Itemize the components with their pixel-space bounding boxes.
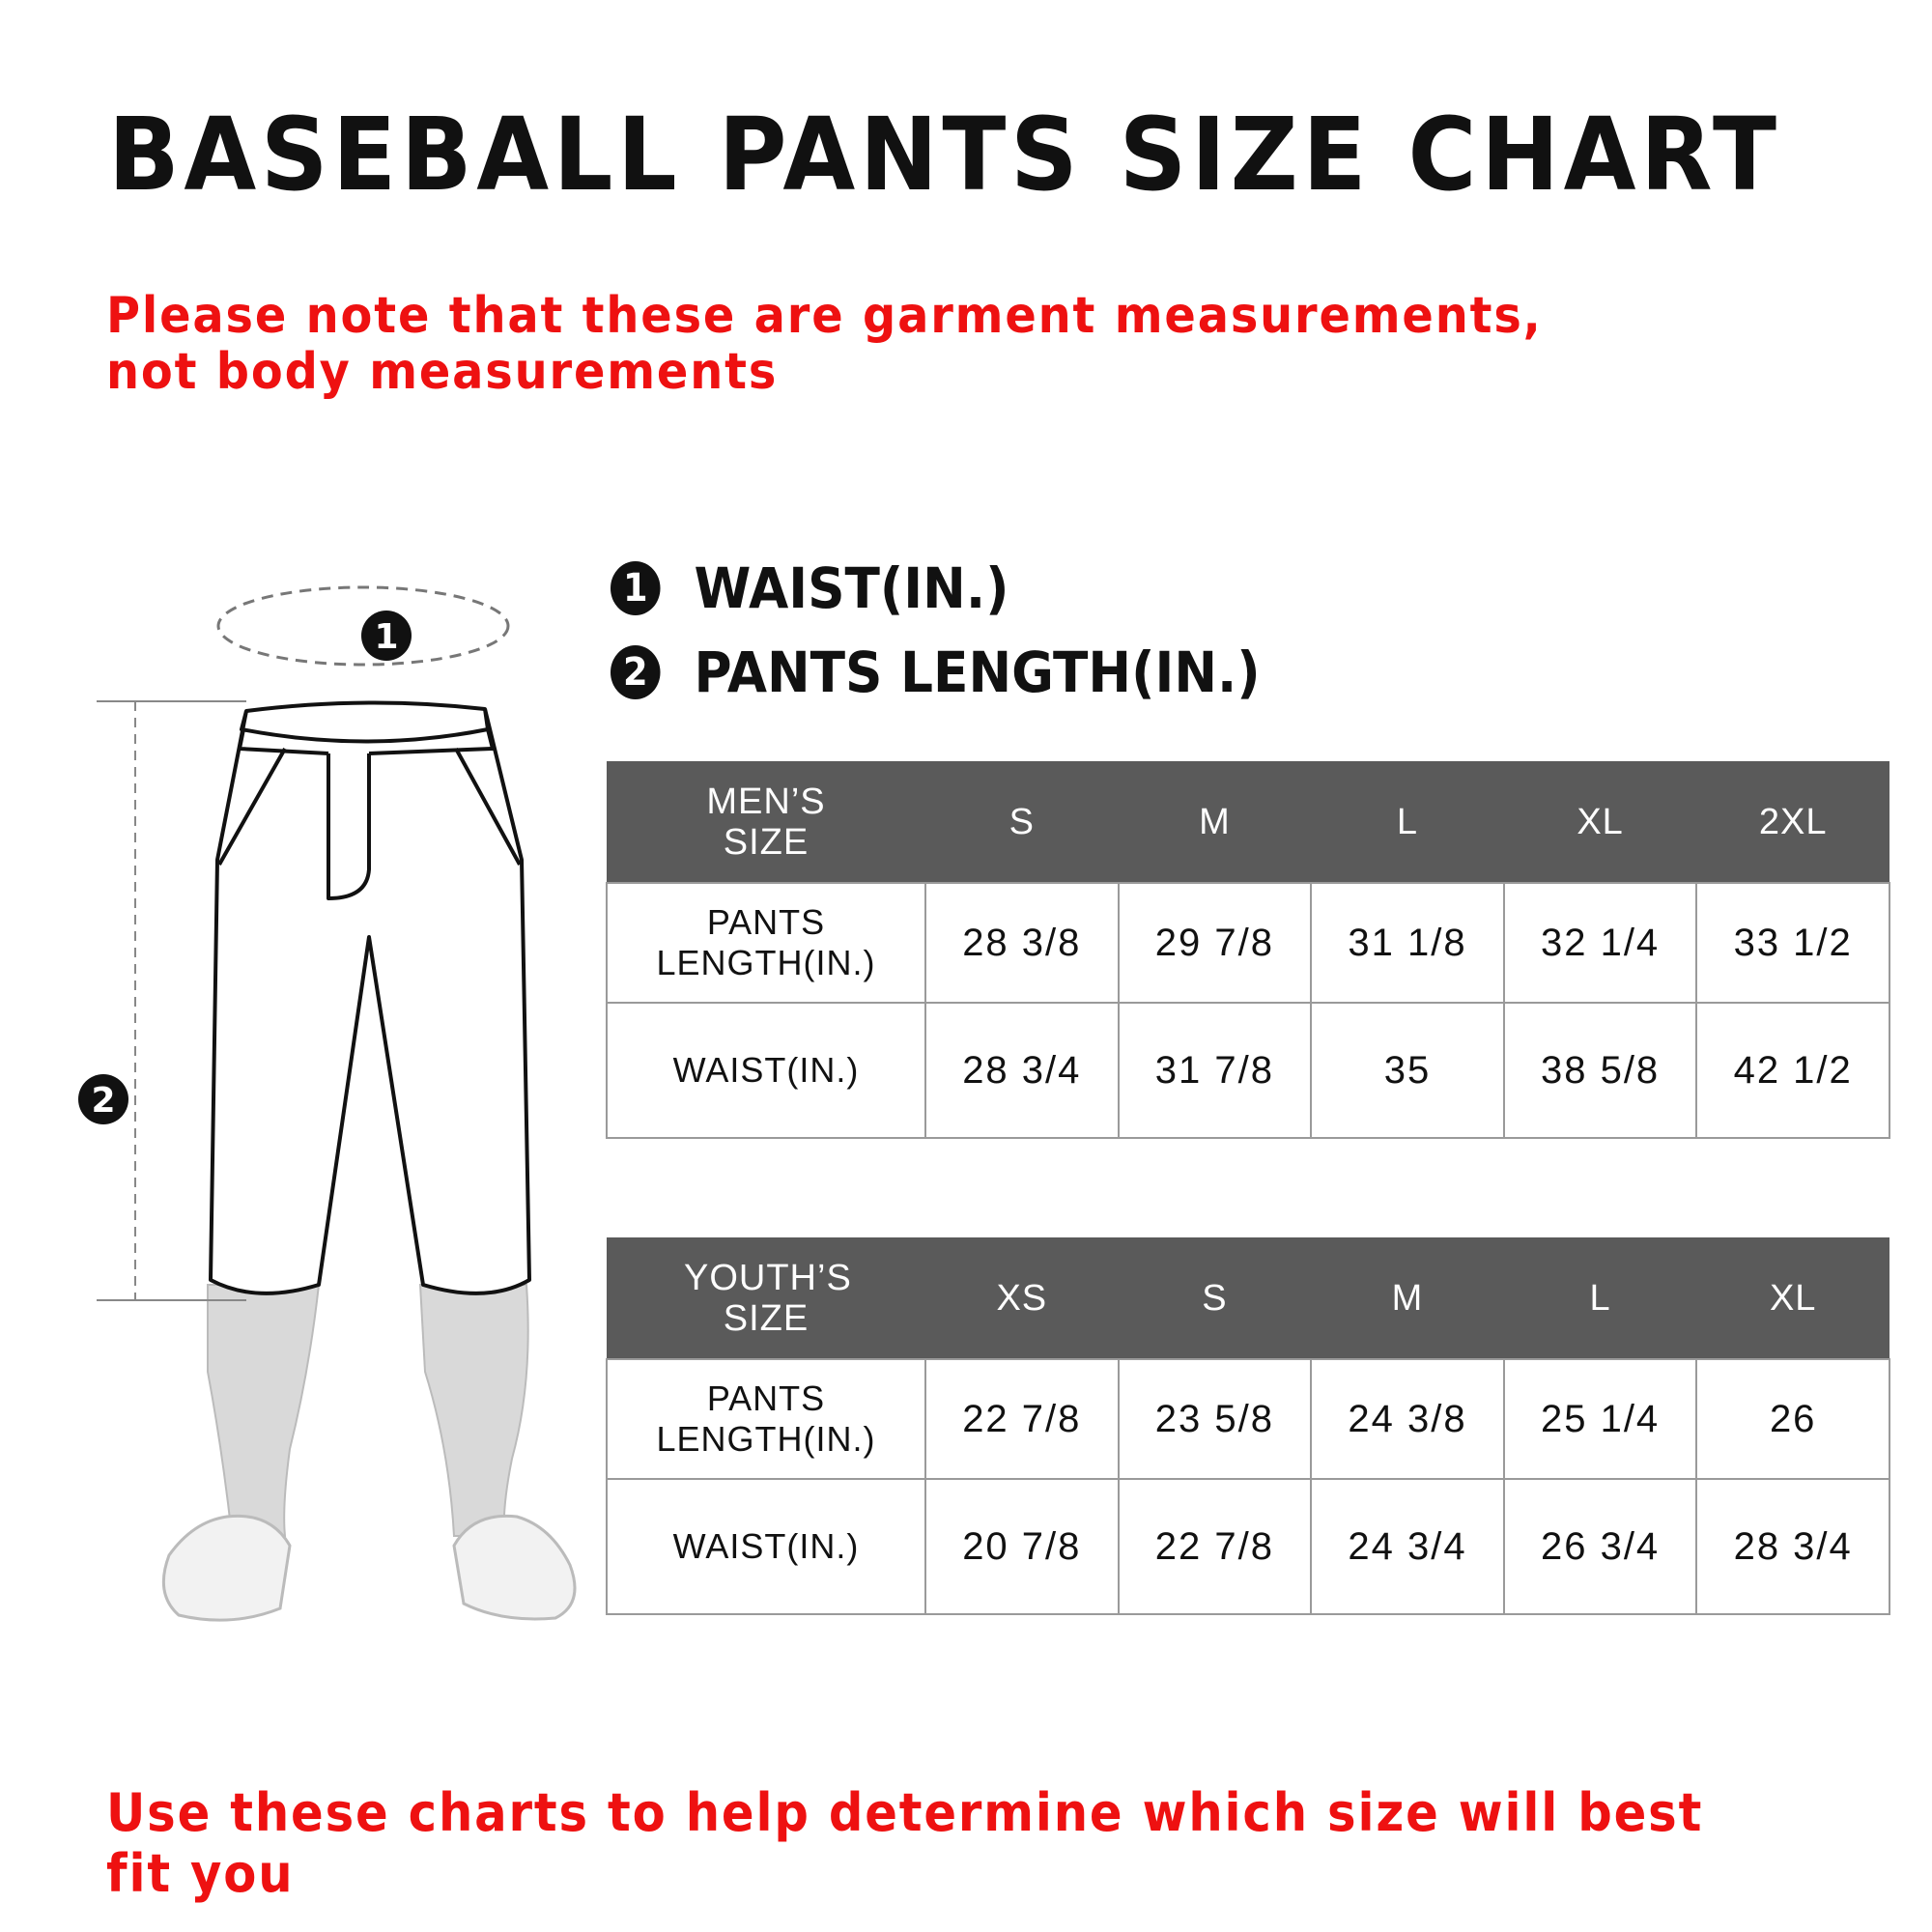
header-row: MEN’S SIZE S M L XL 2XL — [607, 761, 1889, 883]
marker-1: 1 — [361, 611, 412, 661]
table-cell: 29 7/8 — [1117, 882, 1313, 1004]
marker-2: 2 — [78, 1074, 128, 1124]
table-cell: 20 7/8 — [924, 1478, 1120, 1615]
socks — [207, 1284, 529, 1537]
table-cell: 28 3/4 — [1695, 1478, 1890, 1615]
table-cell: 22 7/8 — [924, 1358, 1120, 1480]
waist-measure-ellipse — [216, 585, 510, 667]
legend-pants-length: 2 PANTS LENGTH(IN.) — [611, 639, 1261, 705]
size-header: YOUTH’S SIZE — [607, 1237, 925, 1359]
pants-illustration: 1 2 — [78, 585, 577, 1622]
row-label: PANTS LENGTH(IN.) — [606, 882, 926, 1004]
table-cell: 22 7/8 — [1117, 1478, 1313, 1615]
table-cell: 24 3/8 — [1310, 1358, 1505, 1480]
table-cell: 28 3/8 — [924, 882, 1120, 1004]
size-column-header: L — [1311, 761, 1504, 883]
youth-size-table: YOUTH’S SIZE XS S M L XL PANTS LENGTH(IN.) 22 7… — [606, 1237, 1890, 1615]
size-column-header: M — [1118, 761, 1312, 883]
header-row: YOUTH’S SIZE XS S M L XL — [607, 1237, 1889, 1359]
table-cell: 24 3/4 — [1310, 1478, 1505, 1615]
row-label: PANTS LENGTH(IN.) — [606, 1358, 926, 1480]
size-column-header: XL — [1503, 761, 1697, 883]
table-cell: 35 — [1310, 1002, 1505, 1139]
table-cell: 42 1/2 — [1695, 1002, 1890, 1139]
size-column-header: XS — [925, 1237, 1119, 1359]
table-cell: 26 — [1695, 1358, 1890, 1480]
table-cell: 32 1/4 — [1502, 882, 1698, 1004]
size-column-header: S — [1118, 1237, 1312, 1359]
table-row: PANTS LENGTH(IN.) 22 7/8 23 5/8 24 3/8 25 1/… — [606, 1358, 1890, 1480]
number-1-icon: 1 — [611, 561, 661, 615]
table-row: WAIST(IN.) 28 3/4 31 7/8 35 38 5/8 42 1/2 — [606, 1002, 1890, 1139]
table-cell: 26 3/4 — [1502, 1478, 1698, 1615]
measurement-note: Please note that these are garment measu… — [106, 287, 1543, 401]
size-column-header: M — [1311, 1237, 1504, 1359]
size-column-header: L — [1503, 1237, 1697, 1359]
table-cell: 31 1/8 — [1310, 882, 1505, 1004]
page-title: BASEBALL PANTS SIZE CHART — [108, 96, 1781, 213]
table-cell: 31 7/8 — [1117, 1002, 1313, 1139]
table-cell: 23 5/8 — [1117, 1358, 1313, 1480]
footer-note: Use these charts to help determine which… — [106, 1782, 1704, 1904]
svg-text:1: 1 — [374, 617, 398, 657]
table-cell: 28 3/4 — [924, 1002, 1120, 1139]
table-cell: 25 1/4 — [1502, 1358, 1698, 1480]
table-row: WAIST(IN.) 20 7/8 22 7/8 24 3/4 26 3/4 28 3/4 — [606, 1478, 1890, 1615]
legend-waist: 1 WAIST(IN.) — [611, 555, 1009, 621]
legend-label: PANTS LENGTH(IN.) — [694, 639, 1261, 705]
size-column-header: XL — [1696, 1237, 1889, 1359]
pants-outline — [209, 700, 531, 1295]
row-label: WAIST(IN.) — [606, 1002, 926, 1139]
svg-text:2: 2 — [91, 1081, 115, 1121]
size-column-header: S — [925, 761, 1119, 883]
mens-size-table: MEN’S SIZE S M L XL 2XL PANTS LENGTH(IN.) 28 3/… — [606, 761, 1890, 1139]
size-column-header: 2XL — [1696, 761, 1889, 883]
number-2-icon: 2 — [611, 645, 661, 699]
table-cell: 33 1/2 — [1695, 882, 1890, 1004]
row-label: WAIST(IN.) — [606, 1478, 926, 1615]
table-row: PANTS LENGTH(IN.) 28 3/8 29 7/8 31 1/8 32 1/… — [606, 882, 1890, 1004]
shoes — [161, 1514, 577, 1622]
length-measure-line — [97, 700, 246, 1301]
size-header: MEN’S SIZE — [607, 761, 925, 883]
table-cell: 38 5/8 — [1502, 1002, 1698, 1139]
legend-label: WAIST(IN.) — [694, 555, 1009, 621]
